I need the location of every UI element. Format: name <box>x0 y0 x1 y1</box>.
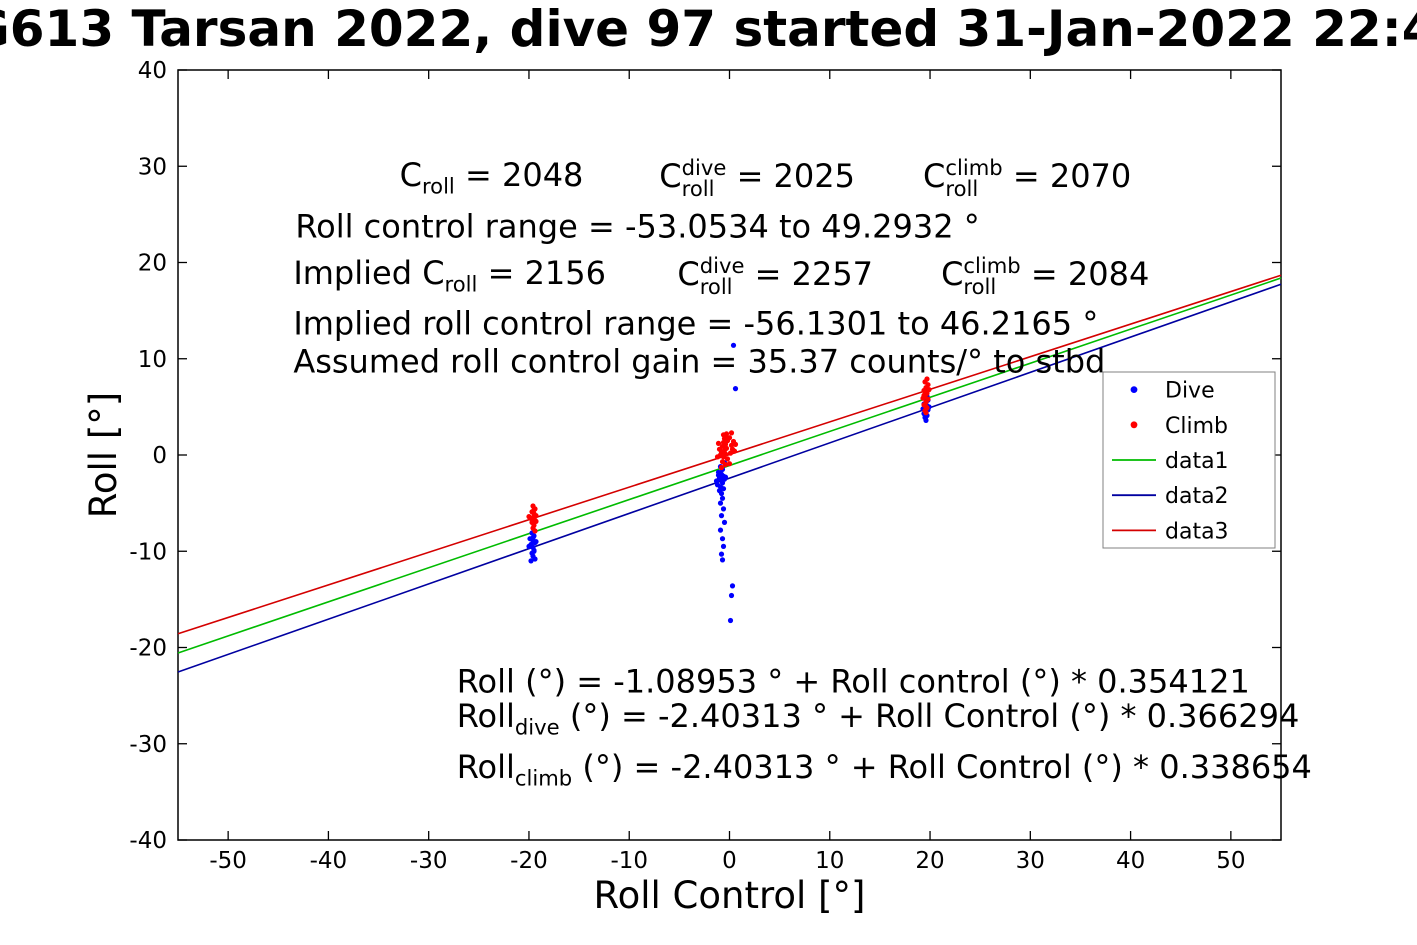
legend-label-data2: data2 <box>1165 484 1229 509</box>
dive-marker-icon <box>1130 386 1138 393</box>
svg-text:0: 0 <box>152 443 167 469</box>
svg-text:-50: -50 <box>209 848 247 874</box>
tick-marks <box>178 69 1281 841</box>
x-axis-label: Roll Control [°] <box>594 874 866 917</box>
svg-text:50: 50 <box>1216 848 1245 874</box>
legend-label-data3: data3 <box>1165 519 1229 544</box>
svg-text:-30: -30 <box>410 848 448 874</box>
svg-text:-30: -30 <box>129 732 167 758</box>
svg-text:20: 20 <box>915 848 944 874</box>
svg-text:-10: -10 <box>610 848 648 874</box>
svg-text:-20: -20 <box>129 636 167 662</box>
svg-text:0: 0 <box>722 848 737 874</box>
figure-title: SG613 Tarsan 2022, dive 97 started 31-Ja… <box>0 0 1417 58</box>
y-tick-labels: -40 -30 -20 -10 0 10 20 30 40 <box>129 58 167 854</box>
svg-text:40: 40 <box>1116 848 1145 874</box>
svg-text:-10: -10 <box>129 539 167 565</box>
svg-text:-20: -20 <box>510 848 548 874</box>
scatter-series-climb <box>526 376 932 534</box>
fit-line-data2 <box>177 283 1282 673</box>
legend-label-dive: Dive <box>1165 379 1215 404</box>
svg-text:10: 10 <box>138 347 167 373</box>
legend-label-climb: Climb <box>1165 414 1228 439</box>
svg-text:30: 30 <box>1016 848 1045 874</box>
legend-label-data1: data1 <box>1165 449 1229 474</box>
legend: Dive Climb data1 data2 data3 <box>1102 371 1276 549</box>
svg-text:30: 30 <box>138 154 167 180</box>
svg-text:-40: -40 <box>129 828 167 854</box>
climb-marker-icon <box>1130 421 1138 429</box>
x-tick-labels: -50 -40 -30 -20 -10 0 10 20 30 40 50 <box>209 848 1245 874</box>
svg-text:10: 10 <box>815 848 844 874</box>
svg-text:-40: -40 <box>310 848 348 874</box>
svg-text:20: 20 <box>138 251 167 277</box>
svg-text:40: 40 <box>138 58 167 84</box>
y-axis-label: Roll [°] <box>82 392 125 518</box>
